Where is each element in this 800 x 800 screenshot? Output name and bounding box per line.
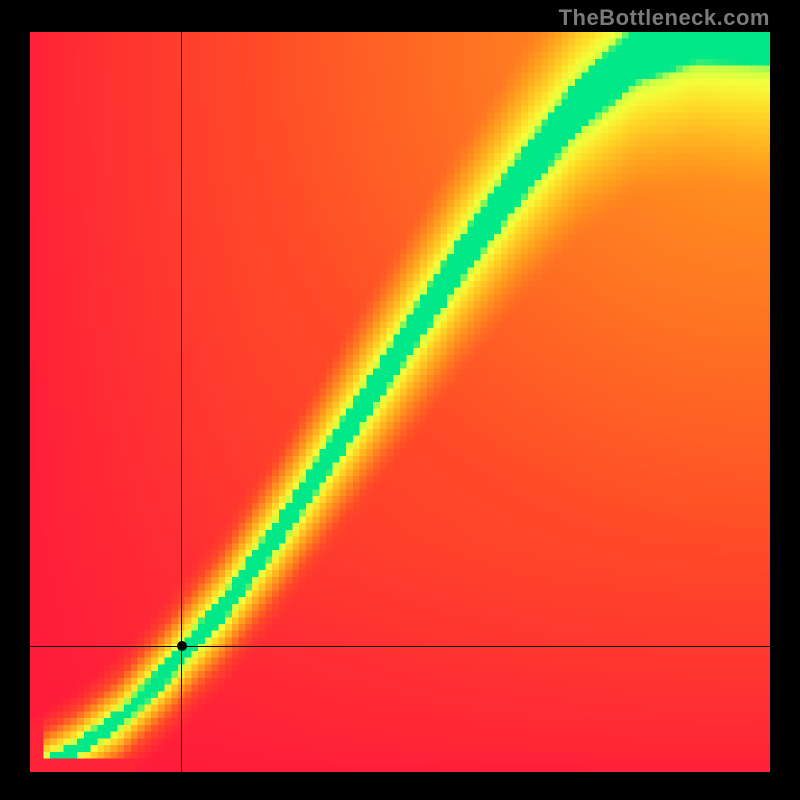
crosshair-vertical-line bbox=[181, 32, 182, 772]
heatmap-canvas bbox=[30, 32, 770, 772]
heatmap-plot-area bbox=[30, 32, 770, 772]
attribution-text: TheBottleneck.com bbox=[559, 5, 770, 31]
chart-frame: TheBottleneck.com bbox=[0, 0, 800, 800]
crosshair-horizontal-line bbox=[30, 646, 770, 647]
crosshair-marker bbox=[177, 641, 187, 651]
